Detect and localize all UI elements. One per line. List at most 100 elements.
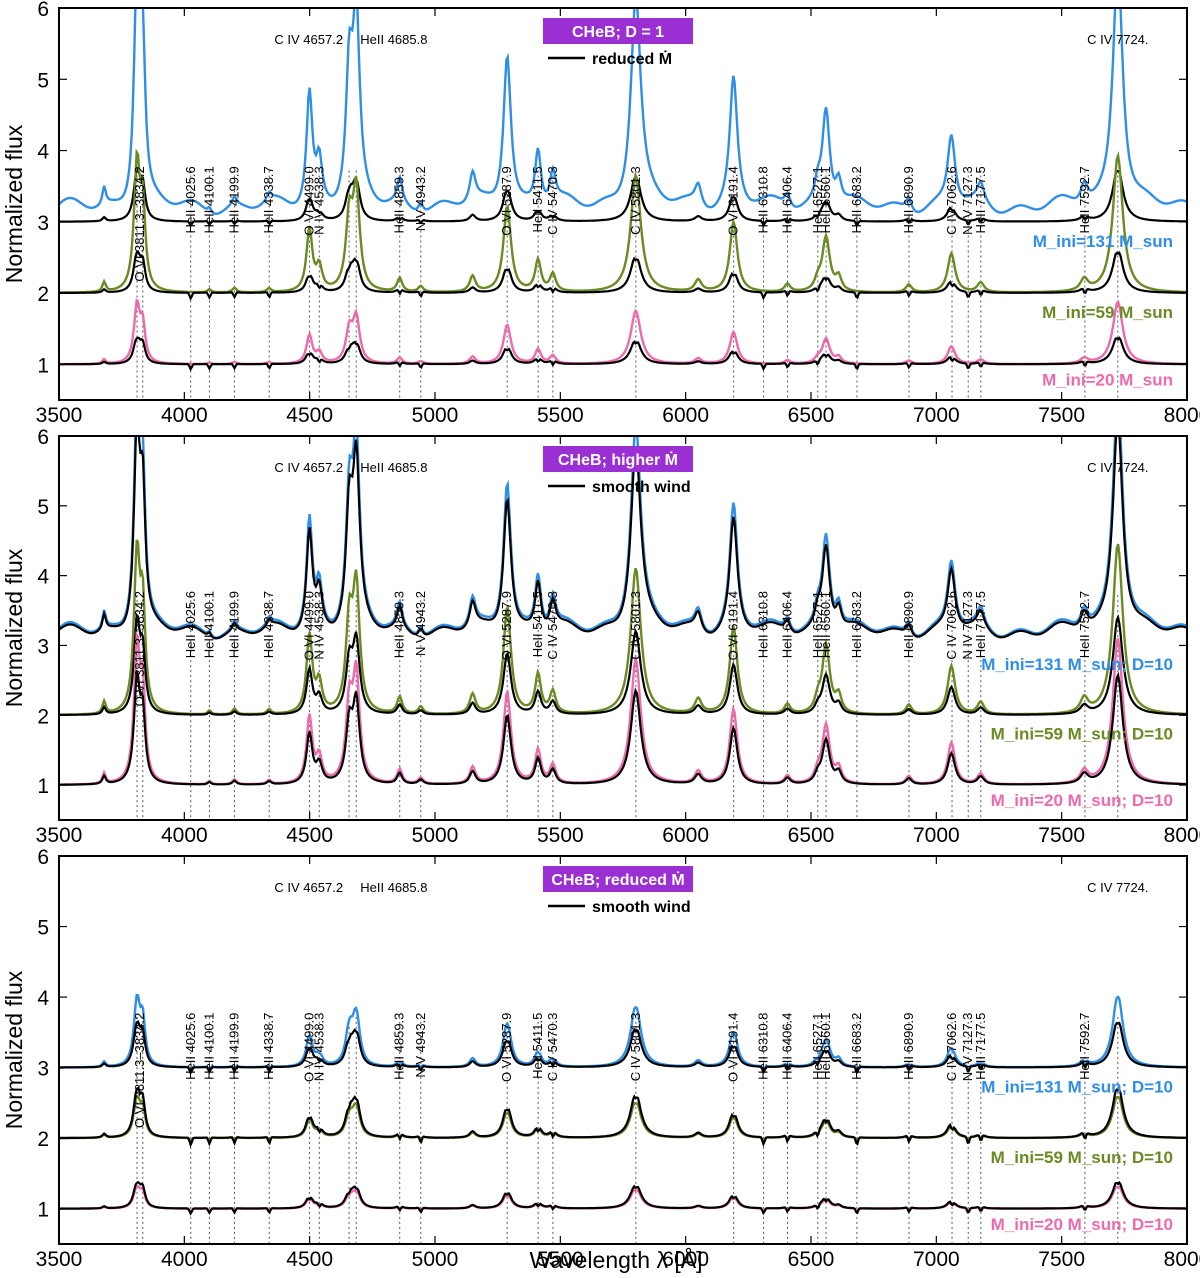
line-label: C IV 5801.3 xyxy=(628,591,643,660)
line-label: N IV 4538.3 xyxy=(311,166,326,235)
model-label-pink: M_ini=20 M_sun; D=10 xyxy=(991,1215,1173,1234)
y-tick-label: 1 xyxy=(37,1199,49,1222)
x-tick-label: 6000 xyxy=(662,824,709,847)
badge-label: CHeB; reduced Ṁ xyxy=(551,871,684,889)
panel-frame xyxy=(58,855,1188,1245)
line-label: C IV 4657.2 xyxy=(274,32,343,47)
model-label-blue: M_ini=131 M_sun; D=10 xyxy=(981,1077,1173,1096)
spectrum-black-3 xyxy=(59,612,1187,716)
x-tick-label: 4500 xyxy=(286,404,333,427)
line-label: C IV 5470.3 xyxy=(545,166,560,235)
line-label: HeII 7592.7 xyxy=(1077,1013,1092,1080)
line-label: HeII 6310.8 xyxy=(756,1013,771,1080)
line-label: HeII 4199.9 xyxy=(226,166,241,233)
y-tick-label: 1 xyxy=(37,354,49,377)
y-tick-label: 1 xyxy=(37,775,49,798)
line-label: C IV 5470.3 xyxy=(545,591,560,660)
line-label: N IV 4538.3 xyxy=(311,591,326,660)
x-tick-label: 8000 xyxy=(1164,404,1200,427)
x-tick-label: 7500 xyxy=(1038,1248,1085,1271)
y-tick-label: 2 xyxy=(37,1128,49,1151)
x-tick-label: 7000 xyxy=(913,404,960,427)
spectrum-black-5 xyxy=(59,669,1187,786)
badge-label: CHeB; D = 1 xyxy=(572,24,664,41)
model-badge xyxy=(543,866,693,892)
x-tick-label: 6500 xyxy=(788,404,835,427)
x-tick-label: 3500 xyxy=(36,1248,83,1271)
line-label: HeII 5411.5 xyxy=(530,1013,545,1079)
line-label: HeII 4199.9 xyxy=(226,591,241,658)
y-tick-label: 2 xyxy=(37,705,49,728)
line-label: O VI 3811.3–3834.2 xyxy=(132,1013,147,1128)
line-label: O VI 5287.9 xyxy=(499,1013,514,1082)
line-label: HeII 6683.2 xyxy=(849,166,864,233)
spectrum-black-1 xyxy=(59,167,1187,228)
line-label: N V 4943.2 xyxy=(413,1013,428,1078)
line-label: HeII 6527.1 xyxy=(810,166,825,233)
spectrum-blue-0 xyxy=(59,8,1187,216)
line-label: HeII 6683.2 xyxy=(849,591,864,658)
line-label: HeII 6560.1 xyxy=(818,1013,833,1080)
model-badge xyxy=(543,446,693,472)
line-label: HeII 6310.8 xyxy=(756,166,771,233)
x-tick-label: 5500 xyxy=(537,1248,584,1271)
line-label: HeII 6527.1 xyxy=(810,1013,825,1080)
x-tick-label: 4000 xyxy=(161,404,208,427)
line-label: N V 4943.2 xyxy=(413,591,428,656)
line-label: O VI 6191.4 xyxy=(726,591,741,660)
line-label: O VI 6191.4 xyxy=(726,1013,741,1082)
y-tick-label: 5 xyxy=(37,496,49,519)
x-tick-label: 4500 xyxy=(286,824,333,847)
y-tick-label: 6 xyxy=(37,0,49,21)
line-label: HeII 4859.3 xyxy=(392,166,407,233)
spectrum-pink-4 xyxy=(59,298,1187,366)
badge-label: CHeB; higher Ṁ xyxy=(558,451,678,469)
line-label: N IV 7127.3 xyxy=(960,591,975,660)
line-label: HeII 6406.4 xyxy=(780,1013,795,1080)
line-label: HeII 7592.7 xyxy=(1077,591,1092,658)
spectrum-black-3 xyxy=(59,1086,1187,1148)
spectra-group xyxy=(59,436,1187,786)
x-tick-label: 5500 xyxy=(537,824,584,847)
line-label: O VI 3811.3–3834.2 xyxy=(132,166,147,281)
spectrum-green-2 xyxy=(59,1094,1187,1144)
x-axis-title: Wavelength λ [Å] xyxy=(529,1246,702,1273)
x-tick-label: 7000 xyxy=(913,824,960,847)
y-axis-title: Normalized flux xyxy=(1,124,27,283)
line-label: HeII 5411.5 xyxy=(530,591,545,657)
line-label: O VI 4499.0 xyxy=(301,591,316,660)
line-label: O VI 4499.0 xyxy=(301,166,316,235)
line-label: HeII 4338.7 xyxy=(261,591,276,658)
line-label: O VI 3811.3–3834.2 xyxy=(132,591,147,706)
model-label-pink: M_ini=20 M_sun xyxy=(1042,371,1173,390)
line-label: HeII 6406.4 xyxy=(780,166,795,233)
line-label: HeII 4025.6 xyxy=(183,166,198,233)
model-label-pink: M_ini=20 M_sun; D=10 xyxy=(991,791,1173,810)
x-tick-label: 6000 xyxy=(662,1248,709,1271)
y-tick-label: 6 xyxy=(37,846,49,869)
line-label: HeII 6406.4 xyxy=(780,591,795,658)
line-label: N IV 7127.3 xyxy=(960,1013,975,1082)
line-label: C IV 7724. xyxy=(1087,880,1148,895)
line-label: C IV 4657.2 xyxy=(274,460,343,475)
y-tick-label: 2 xyxy=(37,283,49,306)
legend-label: smooth wind xyxy=(592,479,691,496)
model-label-green: M_ini=59 M_sun; D=10 xyxy=(991,725,1173,744)
x-tick-label: 4500 xyxy=(286,1248,333,1271)
line-label: HeII 4685.8 xyxy=(360,460,427,475)
x-tick-label: 6500 xyxy=(788,1248,835,1271)
panel-top: 3500 4000 4500 5000 5500 6000 6500 7000 7500 8000… xyxy=(1,0,1200,427)
panel-bottom: 3500 4000 4500 5000 5500 6000 6500 7000 7500 8000… xyxy=(1,846,1200,1271)
line-label: C IV 7062.6 xyxy=(944,591,959,660)
line-label: HeII 4100.1 xyxy=(201,591,216,658)
spectrum-black-5 xyxy=(59,1180,1187,1216)
line-label: HeII 7592.7 xyxy=(1077,166,1092,233)
line-label: HeII 6527.1 xyxy=(810,591,825,658)
line-label: C IV 4657.2 xyxy=(274,880,343,895)
y-tick-label: 3 xyxy=(37,635,49,658)
line-label: HeII 7177.5 xyxy=(973,591,988,658)
model-badge xyxy=(543,18,693,44)
line-label: C IV 5470.3 xyxy=(545,1013,560,1082)
